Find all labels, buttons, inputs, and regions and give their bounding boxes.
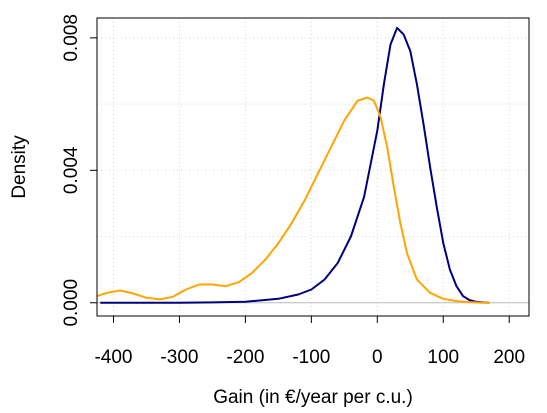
x-tick-label: -400: [94, 347, 132, 368]
grid: [97, 18, 529, 316]
y-axis: 0.000 0.004 0.008: [61, 14, 97, 327]
y-tick-label: 0.004: [61, 146, 82, 194]
x-tick-label: -100: [292, 347, 330, 368]
x-tick-label: 0: [372, 347, 383, 368]
x-tick-label: 100: [427, 347, 459, 368]
x-tick-label: -200: [226, 347, 264, 368]
x-tick-label: 200: [493, 347, 525, 368]
x-tick-label: -300: [160, 347, 198, 368]
y-axis-title: Density: [9, 135, 30, 199]
density-curve-2: [96, 96, 490, 304]
plot-frame: [96, 17, 530, 317]
y-tick-label: 0.008: [61, 14, 82, 62]
y-tick-label: 0.000: [61, 279, 82, 327]
density-curve-1: [100, 26, 490, 304]
x-axis-title: Gain (in €/year per c.u.): [213, 387, 413, 408]
series-layer: [96, 26, 490, 304]
x-axis: -400 -300 -200 -100 0 100 200: [94, 316, 525, 368]
